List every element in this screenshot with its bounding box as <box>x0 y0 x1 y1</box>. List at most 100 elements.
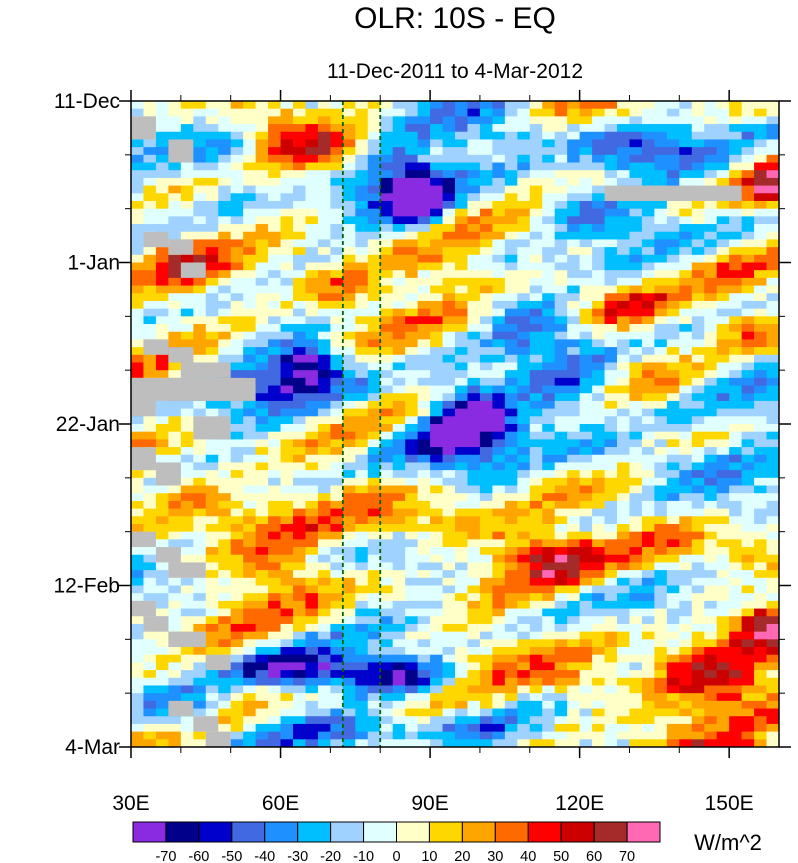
field-cell <box>317 477 331 487</box>
field-cell <box>579 254 593 264</box>
field-cell <box>380 285 394 294</box>
field-cell <box>293 600 307 610</box>
field-cell <box>293 177 307 187</box>
field-cell <box>517 385 531 394</box>
field-cell <box>579 347 593 356</box>
field-cell <box>517 677 531 687</box>
missing-data-block <box>155 462 181 486</box>
field-cell <box>367 570 381 579</box>
field-cell <box>679 224 693 233</box>
field-cell <box>716 677 730 687</box>
field-cell <box>629 577 643 587</box>
field-cell <box>392 654 406 663</box>
field-cell <box>529 623 543 633</box>
field-cell <box>517 170 531 179</box>
field-cell <box>766 316 779 325</box>
field-cell <box>230 508 244 517</box>
field-cell <box>654 454 668 464</box>
field-cell <box>504 385 518 394</box>
field-cell <box>392 570 406 579</box>
field-cell <box>729 439 743 448</box>
field-cell <box>305 539 319 548</box>
field-cell <box>716 139 730 148</box>
field-cell <box>205 285 219 294</box>
field-cell <box>430 523 444 533</box>
field-cell <box>218 685 232 694</box>
field-cell <box>754 577 768 587</box>
field-cell <box>417 308 431 317</box>
field-cell <box>380 685 394 694</box>
field-cell <box>305 731 319 740</box>
field-cell <box>666 139 680 148</box>
field-cell <box>641 408 655 417</box>
field-cell <box>131 516 145 525</box>
field-cell <box>592 500 606 510</box>
field-cell <box>430 247 444 256</box>
field-cell <box>268 485 282 494</box>
field-cell <box>567 170 581 179</box>
field-cell <box>230 654 244 663</box>
field-cell <box>492 439 506 448</box>
field-cell <box>330 585 344 594</box>
field-cell <box>442 116 456 125</box>
field-cell <box>467 623 481 633</box>
field-cell <box>268 247 282 256</box>
field-cell <box>293 485 307 494</box>
field-cell <box>430 200 444 210</box>
field-cell <box>492 577 506 587</box>
field-cell <box>504 716 518 725</box>
field-cell <box>554 293 568 302</box>
field-cell <box>392 247 406 256</box>
field-cell <box>255 639 269 648</box>
field-cell <box>604 247 618 256</box>
field-cell <box>716 500 730 510</box>
field-cell <box>679 316 693 325</box>
field-cell <box>766 362 779 371</box>
field-cell <box>729 662 743 671</box>
field-cell <box>305 370 319 379</box>
field-cell <box>617 447 631 456</box>
field-cell <box>604 708 618 717</box>
field-cell <box>629 208 643 217</box>
field-cell <box>542 416 556 425</box>
field-cell <box>504 493 518 502</box>
field-cell <box>691 177 705 187</box>
field-cell <box>342 531 356 540</box>
field-cell <box>417 470 431 479</box>
field-cell <box>529 431 543 440</box>
field-cell <box>654 562 668 571</box>
field-cell <box>268 616 282 625</box>
field-cell <box>342 485 356 494</box>
field-cell <box>342 339 356 348</box>
field-cell <box>741 216 755 225</box>
field-cell <box>455 324 469 333</box>
field-cell <box>604 539 618 548</box>
field-cell <box>255 631 269 640</box>
field-cell <box>641 685 655 694</box>
field-cell <box>293 623 307 633</box>
field-cell <box>716 324 730 333</box>
field-cell <box>218 585 232 594</box>
field-cell <box>342 716 356 725</box>
field-cell <box>342 431 356 440</box>
field-cell <box>529 200 543 210</box>
x-tick-label: 150E <box>705 792 754 815</box>
field-cell <box>305 324 319 333</box>
field-cell <box>193 101 207 110</box>
field-cell <box>317 316 331 325</box>
field-cell <box>417 431 431 440</box>
field-cell <box>392 300 406 310</box>
field-cell <box>504 654 518 663</box>
field-cell <box>430 447 444 456</box>
field-cell <box>679 739 693 747</box>
field-cell <box>579 331 593 340</box>
field-cell <box>542 608 556 617</box>
field-cell <box>417 639 431 648</box>
field-cell <box>579 523 593 533</box>
field-cell <box>716 270 730 279</box>
field-cell <box>617 124 631 133</box>
field-cell <box>131 723 145 733</box>
field-cell <box>479 393 493 402</box>
field-cell <box>641 147 655 156</box>
